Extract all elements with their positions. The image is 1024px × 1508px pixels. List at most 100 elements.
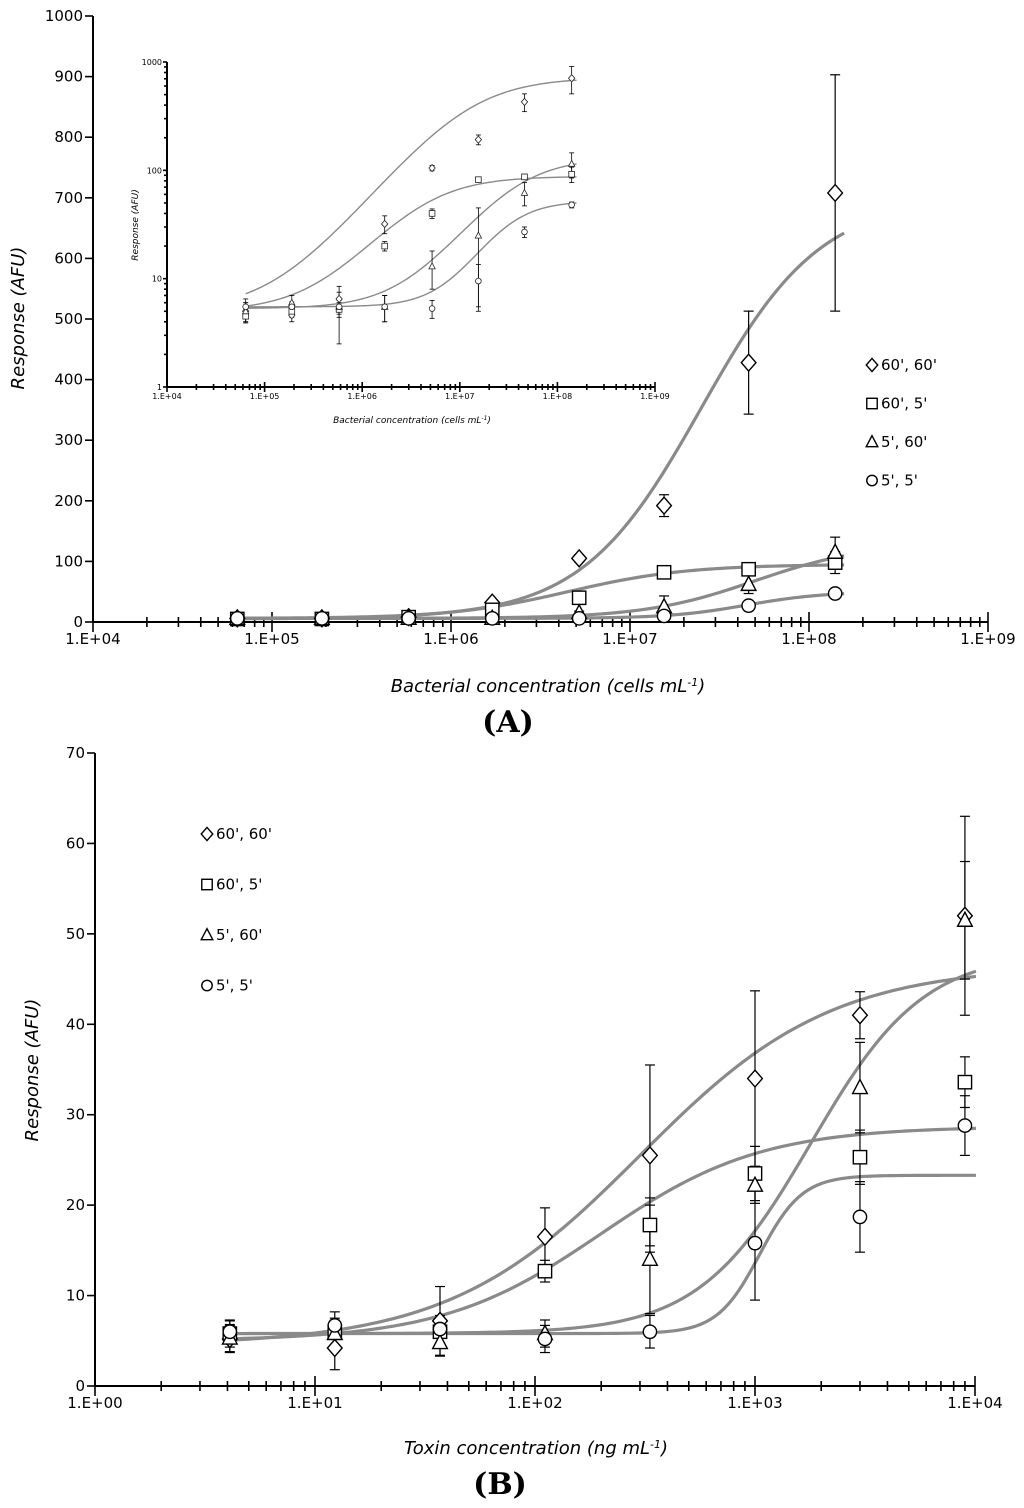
chart2-y-tick-label: 50: [66, 925, 85, 943]
chart0-y-tick-label: 700: [54, 189, 83, 207]
chart0-point-circle: [229, 611, 245, 626]
chart2-point-diamond: [326, 1338, 344, 1358]
chart2-x-tick-label: 1.E+02: [507, 1394, 562, 1412]
chart1-x-tick-label: 1.E+07: [445, 392, 475, 401]
chart0-point-diamond: [826, 183, 844, 203]
chart2-point-circle: [642, 1324, 658, 1340]
chart2-point-square: [957, 1074, 973, 1090]
chart0-y-tick-label: 400: [54, 371, 83, 389]
chart2-y-tick-label: 20: [66, 1196, 85, 1214]
chart2-legend-label: 60', 60': [216, 825, 272, 843]
chart1-point-square: [428, 210, 436, 217]
chart0-y-tick-label: 600: [54, 249, 83, 267]
chart1-y-tick-label: 1000: [142, 58, 162, 67]
inset-y-axis-label: Response (AFU): [131, 189, 141, 260]
panel-a-label: (A): [482, 705, 534, 740]
chart2-point-circle: [852, 1209, 868, 1225]
chart2-legend-label: 60', 5': [216, 876, 262, 894]
panel-a-y-axis-label: Response (AFU): [8, 247, 29, 390]
chart0-point-square: [656, 564, 672, 580]
chart0-y-tick-label: 200: [54, 492, 83, 510]
chart2-point-circle: [432, 1321, 448, 1337]
chart0-point-triangle: [740, 574, 758, 592]
chart2-point-diamond: [851, 1005, 869, 1025]
chart1-point-square: [521, 173, 528, 181]
chart0-x-tick-label: 1.E+04: [65, 630, 120, 648]
chart2-x-tick-label: 1.E+01: [287, 1394, 342, 1412]
chart1-y-tick-label: 100: [147, 166, 162, 175]
chart0-y-tick-label: 100: [54, 552, 83, 570]
chart2-point-square: [537, 1263, 553, 1279]
chart0-point-circle: [741, 598, 756, 613]
panel-b-label: (B): [473, 1467, 527, 1502]
chart0-point-circle: [401, 611, 417, 626]
chart1-point-circle: [242, 303, 249, 311]
chart0-legend-label: 5', 5': [881, 472, 918, 490]
chart0-point-diamond: [655, 496, 673, 516]
chart0-point-circle: [827, 586, 843, 601]
chart2-point-square: [852, 1149, 868, 1165]
chart0-y-tick-label: 0: [73, 613, 83, 631]
chart1-y-tick-label: 10: [152, 275, 162, 284]
chart0-point-diamond: [570, 548, 588, 568]
chart0-legend-marker-triangle: [865, 434, 879, 448]
chart0-legend-marker-circle: [866, 474, 878, 487]
chart2-point-triangle: [851, 1078, 869, 1095]
chart1-fit-curve-60-60: [245, 79, 577, 295]
chart0-point-circle: [314, 611, 330, 626]
chart0-x-tick-label: 1.E+09: [960, 630, 1015, 648]
chart1-x-tick-label: 1.E+06: [347, 392, 377, 401]
chart1-point-circle: [381, 303, 388, 311]
chart0-legend-label: 60', 60': [881, 356, 937, 374]
panel-b-x-axis-label: Toxin concentration (ng mL-1): [404, 1438, 668, 1459]
chart1-y-tick-label: 1: [157, 383, 162, 392]
chart1-point-circle: [288, 303, 296, 311]
chart1-point-square: [381, 242, 388, 250]
chart2-point-square: [642, 1217, 658, 1233]
chart0-y-tick-label: 300: [54, 431, 83, 449]
chart1-point-triangle: [520, 188, 529, 196]
chart2-y-tick-label: 10: [66, 1287, 85, 1305]
chart0-point-circle: [656, 608, 672, 624]
chart2-x-tick-label: 1.E+00: [67, 1394, 122, 1412]
chart0-point-circle: [484, 611, 500, 626]
chart1-point-diamond: [428, 163, 436, 173]
chart0-y-tick-label: 1000: [45, 7, 83, 25]
chart2-point-circle: [747, 1235, 763, 1251]
chart1-point-diamond: [381, 219, 389, 229]
panel-a-inset-chart: Response (AFU) Bacterial concentration (…: [131, 58, 670, 426]
chart1-point-diamond: [335, 294, 343, 304]
chart2-point-triangle: [641, 1249, 659, 1267]
chart2-fit-curve-5-5: [229, 1173, 976, 1336]
chart2-point-triangle: [746, 1175, 764, 1192]
chart1-x-tick-label: 1.E+09: [640, 392, 670, 401]
chart2-legend-marker-triangle: [200, 927, 214, 941]
panel-b-y-axis-label: Response (AFU): [22, 999, 43, 1142]
chart0-x-tick-label: 1.E+07: [602, 630, 657, 648]
chart0-point-square: [571, 590, 587, 606]
chart1-point-square: [475, 176, 482, 183]
chart2-point-triangle: [956, 910, 974, 927]
chart0-x-tick-label: 1.E+06: [423, 630, 478, 648]
panel-b-chart: Response (AFU) Toxin concentration (ng m…: [22, 744, 1003, 1502]
chart0-legend-label: 5', 60': [881, 433, 927, 451]
chart2-point-diamond: [641, 1145, 659, 1165]
chart0-point-square: [741, 561, 756, 577]
chart2-y-tick-label: 30: [66, 1106, 85, 1124]
chart2-point-triangle: [431, 1333, 449, 1350]
chart1-point-diamond: [520, 97, 529, 107]
chart1-point-triangle: [241, 306, 250, 315]
chart1-point-circle: [335, 303, 343, 311]
chart2-y-tick-label: 0: [75, 1377, 85, 1395]
chart1-point-diamond: [567, 74, 576, 83]
chart0-x-tick-label: 1.E+05: [244, 630, 299, 648]
chart0-legend-label: 60', 5': [881, 395, 927, 413]
chart1-fit-curve-5-60: [245, 163, 577, 309]
chart2-point-circle: [327, 1318, 343, 1333]
chart0-legend-marker-diamond: [865, 357, 879, 373]
chart2-legend-label: 5', 5': [216, 977, 253, 995]
chart2-point-circle: [957, 1118, 973, 1133]
chart0-y-tick-label: 500: [54, 310, 83, 328]
chart2-x-tick-label: 1.E+04: [947, 1394, 1002, 1412]
chart2-y-tick-label: 60: [66, 834, 85, 852]
